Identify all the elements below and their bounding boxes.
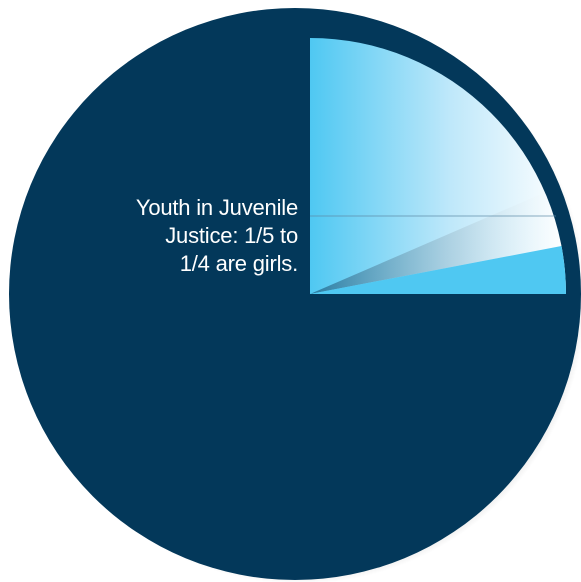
pie-annotation: Youth in Juvenile Justice: 1/5 to 1/4 ar… — [70, 194, 298, 278]
annotation-line-2: Justice: 1/5 to — [165, 223, 298, 248]
annotation-line-3: 1/4 are girls. — [179, 251, 298, 276]
pie-slice-shading — [310, 192, 562, 294]
pie-slice-girls-range — [310, 246, 566, 294]
annotation-line-1: Youth in Juvenile — [135, 195, 298, 220]
